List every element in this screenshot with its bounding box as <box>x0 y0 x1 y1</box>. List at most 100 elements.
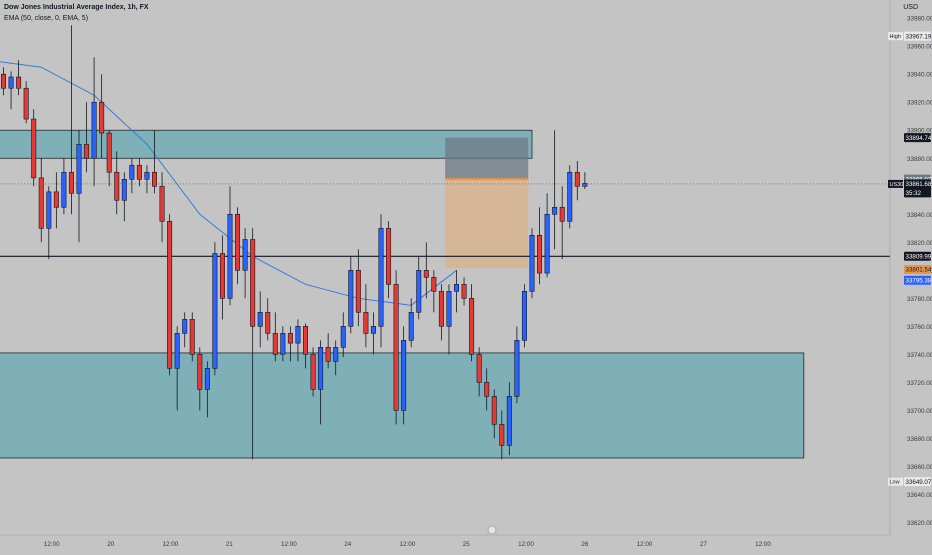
y-tick-label: 33720.00 <box>907 380 932 387</box>
candle <box>38 177 44 229</box>
candle <box>552 206 558 215</box>
y-tick-label: 33960.00 <box>907 44 932 51</box>
y-tick-label: 33840.00 <box>907 212 932 219</box>
x-tick-label: 21 <box>226 541 234 548</box>
candle <box>521 291 527 341</box>
candle <box>197 354 203 390</box>
stop-loss-area[interactable] <box>445 137 529 180</box>
y-tick-label: 33940.00 <box>907 72 932 79</box>
x-tick-label: 12:00 <box>281 541 297 548</box>
high-tag-bg <box>888 32 903 41</box>
candle <box>529 234 535 292</box>
candle <box>106 132 112 173</box>
y-tick-label: 33680.00 <box>907 436 932 443</box>
candle <box>310 354 316 390</box>
candle <box>416 270 422 313</box>
candle <box>61 171 67 208</box>
x-tick-label: 12:00 <box>162 541 178 548</box>
candle <box>23 87 29 120</box>
price-axis[interactable] <box>890 0 932 550</box>
last-price-bg <box>904 179 931 198</box>
x-tick-label: 24 <box>344 541 352 548</box>
y-tick-label: 33900.00 <box>907 128 932 135</box>
x-tick-label: 27 <box>700 541 708 548</box>
candle <box>189 319 195 355</box>
candle <box>393 284 399 411</box>
candle <box>325 347 331 362</box>
candle <box>235 213 241 271</box>
x-tick-label: 25 <box>463 541 471 548</box>
high-price-label-bg <box>904 31 931 41</box>
y-tick-label: 33980.00 <box>907 16 932 23</box>
last-price-label: 33861.68 <box>906 181 932 188</box>
candle <box>491 396 497 425</box>
y-tick-label: 33760.00 <box>907 324 932 331</box>
y-tick-label: 33660.00 <box>907 464 932 471</box>
y-tick-label: 33640.00 <box>907 492 932 499</box>
candle <box>152 171 158 187</box>
candle <box>453 284 459 292</box>
zone-top-price-label-bg <box>904 133 931 143</box>
y-tick-label: 33620.00 <box>907 520 932 527</box>
y-tick-label: 33780.00 <box>907 296 932 303</box>
scroll-to-realtime-button[interactable] <box>487 525 497 535</box>
x-tick-label: 20 <box>107 541 115 548</box>
candle <box>250 239 256 327</box>
low-tag-bg <box>888 477 903 486</box>
ema-line[interactable] <box>0 60 457 306</box>
candle <box>31 118 37 179</box>
candle <box>46 191 52 229</box>
candle <box>333 347 339 362</box>
high-tag: High <box>890 34 901 40</box>
y-tick-label: 33820.00 <box>907 240 932 247</box>
x-tick-label: 12:00 <box>44 541 60 548</box>
currency-label: USD <box>903 4 918 11</box>
candle <box>423 270 429 278</box>
candle <box>469 298 475 355</box>
candle <box>476 354 482 383</box>
low-price-label: 33649.07 <box>906 479 932 486</box>
candle <box>159 185 165 222</box>
indicator-legend[interactable]: EMA (50, close, 0, EMA, 5) <box>4 15 89 22</box>
horizontal-line-price-label: 33809.99 <box>906 254 932 261</box>
symbol-tag-bg <box>888 179 903 188</box>
candle <box>446 291 452 327</box>
ema-price-label-bg <box>904 275 931 285</box>
zone-top-price-label: 33894.74 <box>906 135 932 142</box>
candle <box>370 326 376 334</box>
candle <box>567 171 573 222</box>
candle <box>174 333 180 369</box>
candle <box>318 347 324 390</box>
y-tick-label: 33920.00 <box>907 100 932 107</box>
time-axis[interactable] <box>0 535 890 550</box>
candle <box>544 213 550 274</box>
candle <box>559 206 565 222</box>
chart-title: Dow Jones Industrial Average Index, 1h, … <box>4 4 149 11</box>
candle <box>287 333 293 344</box>
candle <box>265 312 271 334</box>
target-price-label: 33801.54 <box>906 267 932 274</box>
symbol-tag: US30 <box>890 182 904 188</box>
candle <box>16 76 22 89</box>
candle <box>378 227 384 327</box>
take-profit-area[interactable] <box>445 179 529 269</box>
candle <box>438 291 444 327</box>
candle <box>8 76 14 89</box>
candle <box>242 239 248 271</box>
candle <box>182 319 188 334</box>
ema-price-label: 33795.38 <box>906 277 932 284</box>
candle <box>401 340 407 411</box>
candle <box>227 213 233 299</box>
y-tick-label: 33880.00 <box>907 156 932 163</box>
candle <box>219 253 225 299</box>
candle <box>348 270 354 327</box>
candle <box>167 220 173 369</box>
candle <box>136 164 142 180</box>
x-tick-label: 12:00 <box>755 541 771 548</box>
low-tag: Low <box>890 480 900 486</box>
candle <box>302 326 308 355</box>
candle <box>68 171 74 194</box>
candle <box>204 368 210 390</box>
